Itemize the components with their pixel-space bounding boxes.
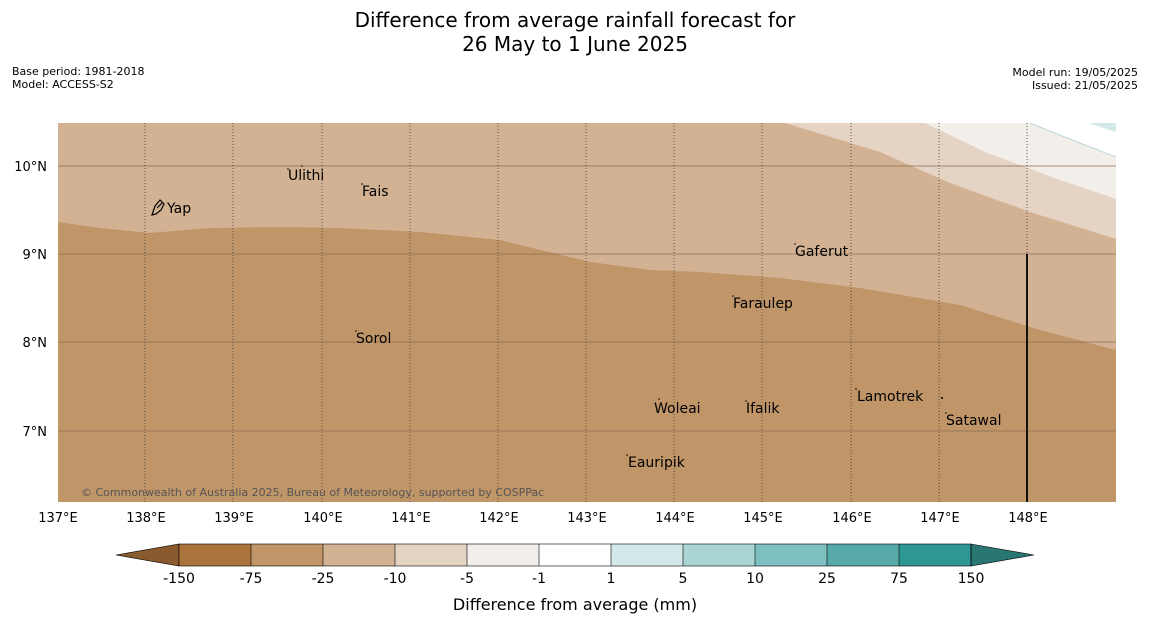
lon-label-142e: 142°E bbox=[479, 511, 519, 526]
legend-swatch-4 bbox=[395, 544, 467, 566]
lat-label-7n: 7°N bbox=[23, 425, 48, 440]
lat-label-9n: 9°N bbox=[23, 248, 48, 263]
place-label-eauripik: Eauripik bbox=[628, 455, 686, 471]
lon-label-139e: 139°E bbox=[214, 511, 254, 526]
title-line-2: 26 May to 1 June 2025 bbox=[462, 32, 688, 56]
lon-label-143e: 143°E bbox=[567, 511, 607, 526]
copyright-text: © Commonwealth of Australia 2025, Bureau… bbox=[81, 486, 544, 499]
island-dots bbox=[287, 165, 947, 456]
place-label-satawal: Satawal bbox=[946, 413, 1001, 429]
lon-label-137e: 137°E bbox=[38, 511, 78, 526]
legend-tick-1: 1 bbox=[607, 571, 616, 587]
legend-tick-25: 25 bbox=[818, 571, 836, 587]
lon-label-144e: 144°E bbox=[655, 511, 695, 526]
legend-label: Difference from average (mm) bbox=[453, 595, 697, 614]
legend-tick-5: 5 bbox=[679, 571, 688, 587]
lon-labels: 137°E 138°E 139°E 140°E 141°E 142°E 143°… bbox=[38, 511, 1048, 526]
legend-swatch-5 bbox=[467, 544, 539, 566]
map-area: Yap Ulithi Fais Gaferut Faraulep Sorol W… bbox=[58, 123, 1116, 502]
legend-tick-minus75: -75 bbox=[240, 571, 263, 587]
legend-swatch-1 bbox=[179, 544, 251, 566]
base-period: Base period: 1981-2018 bbox=[12, 65, 145, 78]
legend-swatch-3 bbox=[323, 544, 395, 566]
legend-swatch-7 bbox=[611, 544, 683, 566]
lon-label-145e: 145°E bbox=[743, 511, 783, 526]
legend-frame bbox=[178, 543, 972, 567]
lon-label-148e: 148°E bbox=[1008, 511, 1048, 526]
place-label-ifalik: Ifalik bbox=[746, 401, 780, 417]
legend-tick-150: 150 bbox=[958, 571, 985, 587]
lon-label-146e: 146°E bbox=[832, 511, 872, 526]
place-label-woleai: Woleai bbox=[654, 401, 701, 417]
lat-gridlines bbox=[58, 165, 1116, 432]
lon-label-140e: 140°E bbox=[303, 511, 343, 526]
band-minus10-minus5 bbox=[58, 123, 1116, 350]
model-name: Model: ACCESS-S2 bbox=[12, 78, 114, 91]
legend-tick-minus1: -1 bbox=[532, 571, 546, 587]
legend-arrow-right bbox=[970, 543, 1035, 567]
legend-tick-minus5: -5 bbox=[460, 571, 474, 587]
place-label-fais: Fais bbox=[362, 184, 389, 200]
place-label-gaferut: Gaferut bbox=[795, 244, 849, 260]
yap-island-shape bbox=[151, 199, 165, 216]
legend-colorbar bbox=[115, 543, 1035, 567]
legend-dividers bbox=[250, 544, 900, 566]
legend-swatch-11 bbox=[899, 544, 971, 566]
meta-left: Base period: 1981-2018 Model: ACCESS-S2 bbox=[12, 65, 144, 91]
legend-tick-75: 75 bbox=[890, 571, 908, 587]
legend-swatch-9 bbox=[755, 544, 827, 566]
lon-label-141e: 141°E bbox=[391, 511, 431, 526]
legend-swatch-8 bbox=[683, 544, 755, 566]
place-label-lamotrek: Lamotrek bbox=[857, 389, 924, 405]
lat-labels: 10°N 9°N 8°N 7°N bbox=[14, 160, 47, 440]
band-1-5-outline bbox=[1029, 123, 1116, 158]
band-1-5 bbox=[1088, 123, 1116, 132]
legend-tick-10: 10 bbox=[746, 571, 764, 587]
lon-gridlines bbox=[144, 123, 1028, 502]
place-label-yap: Yap bbox=[166, 201, 191, 217]
place-label-sorol: Sorol bbox=[356, 331, 391, 347]
legend-swatch-6 bbox=[539, 544, 611, 566]
lat-label-8n: 8°N bbox=[23, 336, 48, 351]
legend-ticks: -150 -75 -25 -10 -5 -1 1 5 10 25 75 150 bbox=[163, 571, 984, 587]
model-run: Model run: 19/05/2025 bbox=[1012, 66, 1138, 79]
chart-title: Difference from average rainfall forecas… bbox=[0, 8, 1150, 56]
legend-swatch-10 bbox=[827, 544, 899, 566]
lon-label-138e: 138°E bbox=[126, 511, 166, 526]
lat-label-10n: 10°N bbox=[14, 160, 47, 175]
place-label-ulithi: Ulithi bbox=[288, 168, 324, 184]
meta-right: Model run: 19/05/2025 Issued: 21/05/2025 bbox=[1012, 66, 1138, 92]
place-labels: Yap Ulithi Fais Gaferut Faraulep Sorol W… bbox=[166, 168, 1001, 471]
legend-tick-minus25: -25 bbox=[312, 571, 335, 587]
legend-arrow-left bbox=[115, 543, 180, 567]
legend-swatch-2 bbox=[251, 544, 323, 566]
band-minus1-1 bbox=[925, 123, 1116, 199]
legend-tick-minus150: -150 bbox=[163, 571, 195, 587]
lon-label-147e: 147°E bbox=[920, 511, 960, 526]
title-line-1: Difference from average rainfall forecas… bbox=[354, 8, 796, 32]
issued-date: Issued: 21/05/2025 bbox=[1031, 79, 1138, 92]
place-label-faraulep: Faraulep bbox=[733, 296, 793, 312]
legend-tick-minus10: -10 bbox=[384, 571, 407, 587]
